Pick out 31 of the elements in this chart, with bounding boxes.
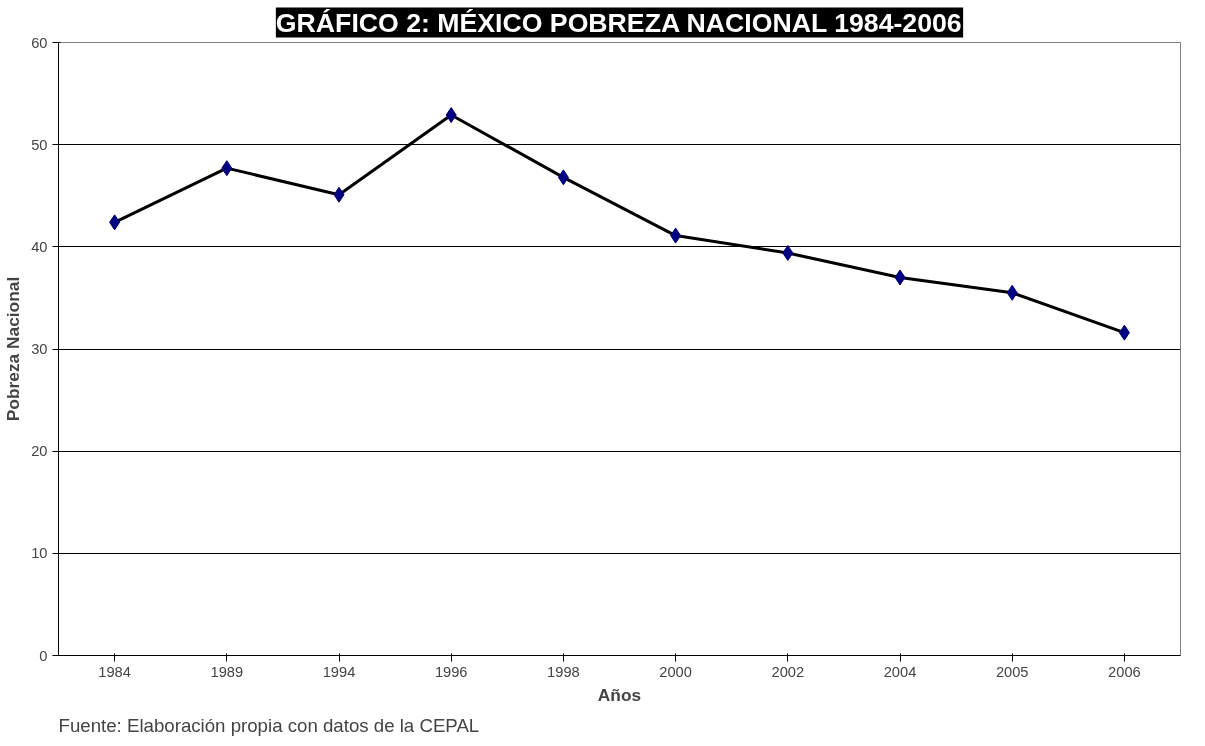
point [782,244,794,261]
point [109,214,121,231]
point [894,269,906,286]
y-tick-label: 60 [31,34,48,51]
x-tick-label: 2004 [883,663,917,680]
x-tick-label: 1996 [434,663,468,680]
source-note: Fuente: Elaboración propia con datos de la CEPAL [58,714,480,736]
x-tick-label: 2000 [659,663,692,680]
point [333,186,345,203]
point [557,169,569,186]
y-tick-label: 30 [31,341,48,357]
x-tick-label: 1994 [322,663,356,680]
chart-title: GRÁFICO 2: MÉXICO POBREZA NACIONAL 1984-2006 [275,7,962,38]
point [1118,324,1130,341]
x-axis-title: Años [597,684,642,705]
point [445,107,457,124]
x-tick-label: 1984 [98,663,131,680]
x-tick-label: 2006 [1108,663,1141,680]
y-tick-label: 0 [39,647,48,664]
y-tick-label: 10 [31,545,48,562]
x-tick-label: 2002 [771,663,805,680]
y-tick-label: 20 [31,443,48,460]
y-tick-label: 50 [31,136,48,153]
x-tick-label: 1998 [547,663,580,680]
x-tick-label: 2005 [995,663,1029,680]
x-tick-label: 1989 [210,663,244,680]
point [1006,284,1018,301]
point [670,227,682,244]
y-axis-title: Pobreza Nacional [3,276,24,422]
y-tick-label: 40 [31,238,48,255]
point [221,160,233,177]
